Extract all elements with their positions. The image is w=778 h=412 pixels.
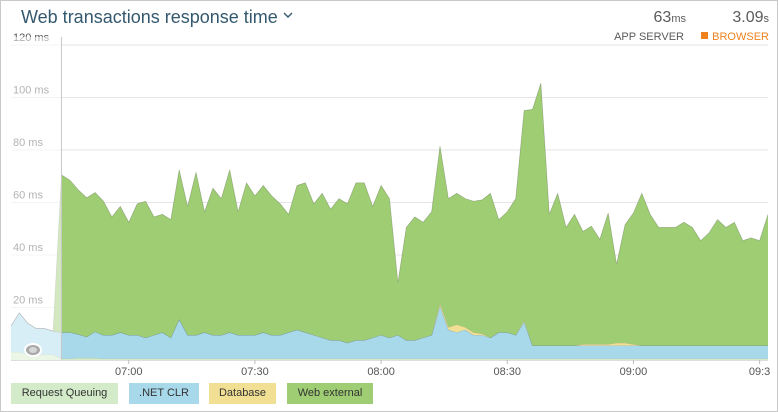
chevron-down-icon[interactable]: [282, 9, 294, 21]
chart-title: Web transactions response time: [21, 7, 278, 27]
legend-item-database[interactable]: Database: [209, 383, 276, 404]
legend-label: .NET CLR: [139, 387, 189, 399]
app-server-label: APP SERVER: [614, 31, 684, 43]
x-tick-label: 08:30: [493, 366, 521, 378]
legend-label: Request Queuing: [21, 387, 108, 399]
area-series: [11, 83, 768, 346]
app-server-number: 63: [653, 9, 672, 26]
browser-number: 3.09: [732, 9, 764, 26]
series-line: [10, 82, 769, 332]
browser-label-text: BROWSER: [712, 31, 769, 43]
legend-item-net-clr[interactable]: .NET CLR: [129, 383, 199, 404]
app-server-unit: ms: [671, 13, 686, 25]
browser-swatch: [701, 32, 709, 39]
response-time-chart: 20 ms40 ms60 ms80 ms100 ms120 ms07:0007:…: [10, 32, 770, 378]
x-tick-label: 09:3: [749, 366, 770, 378]
area-series: [11, 306, 768, 359]
x-tick-label: 09:00: [620, 366, 648, 378]
x-tick-label: 07:00: [115, 366, 143, 378]
x-tick-label: 08:00: [367, 366, 395, 378]
legend-item-request-queuing[interactable]: Request Queuing: [11, 383, 118, 404]
area-series: [11, 352, 768, 360]
range-handle-inner: [29, 347, 37, 353]
browser-value: 3.09s: [732, 9, 769, 27]
app-server-value: 63ms: [654, 9, 686, 27]
legend-item-web-external[interactable]: Web external: [287, 383, 373, 404]
browser-label[interactable]: BROWSER: [701, 31, 769, 43]
browser-unit: s: [763, 13, 770, 25]
x-tick-label: 07:30: [241, 366, 269, 378]
faded-region-overlay: [11, 37, 62, 360]
legend-label: Database: [218, 387, 267, 399]
legend-label: Web external: [297, 387, 363, 399]
